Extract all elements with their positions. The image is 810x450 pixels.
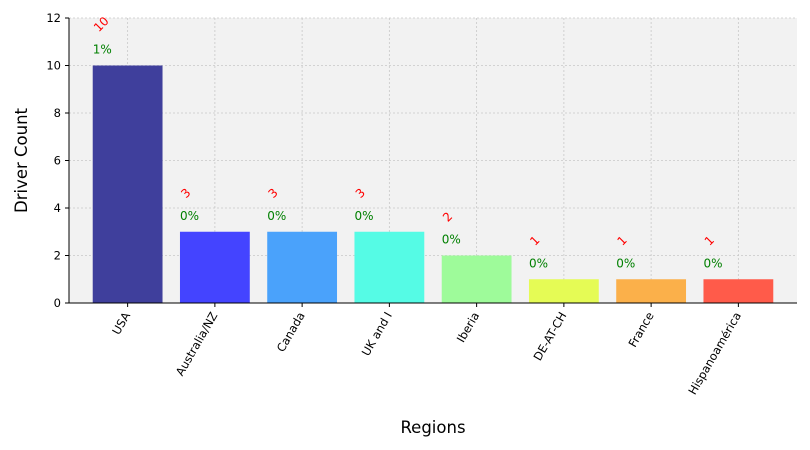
bar-canada [267,231,338,303]
percent-label: 0% [354,209,373,223]
bar-hispanoam-rica [703,279,774,303]
bar-usa [92,65,163,303]
x-tick-label: Iberia [454,310,482,345]
y-tick-label: 6 [54,154,61,168]
bar-de-at-ch [528,279,599,303]
x-tick-label: Hispanoamérica [685,310,744,398]
x-tick-label: DE-AT-CH [530,310,569,364]
bar-australia-nz [179,231,250,303]
x-axis-title: Regions [400,418,465,437]
x-tick-label: UK and I [359,310,395,359]
bar-uk-and-i [354,231,425,303]
bar-france [616,279,687,303]
y-axis-title: Driver Count [12,107,31,213]
x-tick-label: USA [109,309,133,337]
y-tick-label: 2 [54,249,61,263]
percent-label: 0% [180,209,199,223]
percent-label: 0% [616,256,635,270]
percent-label: 0% [529,256,548,270]
y-tick-label: 8 [54,106,61,120]
y-tick-label: 10 [46,59,61,73]
x-tick-label: France [625,310,656,350]
bars [92,65,774,303]
y-tick-label: 4 [54,201,61,215]
y-tick-label: 0 [54,296,61,310]
x-tick-label: Canada [274,310,308,355]
percent-label: 0% [442,233,461,247]
percent-label: 1% [93,43,112,57]
percent-label: 0% [703,256,722,270]
x-tick-label: Australia/NZ [173,309,221,378]
y-tick-label: 12 [46,11,61,25]
y-axis-ticks: 0 2 4 6 8 10 12 [46,11,69,310]
percent-label: 0% [267,209,286,223]
x-axis-ticks: USA Australia/NZ Canada UK and I Iberia DE-AT… [109,303,744,397]
bar-iberia [441,255,512,303]
